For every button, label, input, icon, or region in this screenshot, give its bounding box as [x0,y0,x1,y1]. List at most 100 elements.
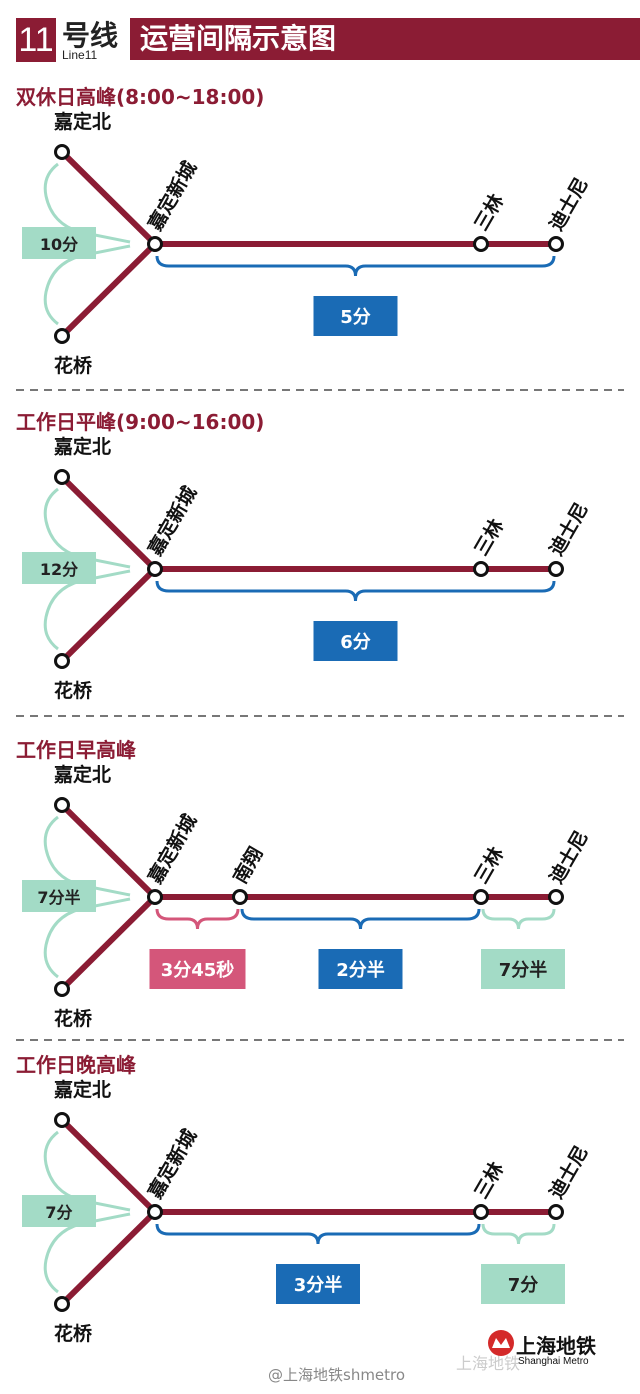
branch-top-station-marker [54,797,70,813]
branch-bottom-station-label: 花桥 [54,1007,93,1030]
branch-top-station-label: 嘉定北 [53,435,111,458]
branch-bottom-station-label: 花桥 [54,354,93,377]
branch-line-top [59,802,158,900]
branch-interval-box [22,880,96,912]
line-en-label: Line11 [62,48,98,62]
interval-label: 7分 [508,1275,539,1296]
branch-bottom-station-marker [54,1296,70,1312]
watermark: 上海地铁 [456,1354,521,1373]
interval-label: 2分半 [336,959,385,981]
branch-brace-bottom [43,897,131,979]
interval-box [313,621,398,661]
interval-brace [155,580,556,602]
branch-interval-label: 10分 [40,235,78,254]
section-title: 工作日平峰(9:00~16:00) [16,410,264,434]
interval-brace [240,908,481,930]
branch-brace-top [43,815,131,897]
station-label: 嘉定新城 [143,482,201,560]
station-marker [548,236,564,252]
branch-interval-label: 7分 [45,1203,72,1222]
branch-line-top [59,474,158,572]
branch-interval-box [22,552,96,584]
shanghai-metro-logo-icon [488,1330,514,1356]
station-label: 迪士尼 [545,174,593,234]
section-title: 工作日早高峰 [16,738,136,762]
interval-brace [155,255,556,277]
interval-box [481,1264,565,1304]
station-label: 嘉定新城 [143,1125,201,1203]
logo-text-cn: 上海地铁 [516,1334,596,1358]
station-marker [473,561,489,577]
section-title: 工作日晚高峰 [16,1053,136,1077]
interval-label: 5分 [340,307,371,328]
branch-top-station-label: 嘉定北 [53,1078,111,1101]
branch-bottom-station-label: 花桥 [54,679,93,702]
station-marker [232,889,248,905]
branch-line-bottom [59,894,158,992]
branch-top-station-label: 嘉定北 [53,110,111,133]
branch-interval-label: 12分 [40,560,78,579]
interval-brace [155,1223,481,1245]
station-label: 嘉定新城 [143,810,201,888]
interval-brace [481,1223,556,1245]
station-label: 三林 [469,843,508,887]
branch-top-station-marker [54,144,70,160]
station-label: 迪士尼 [545,827,593,887]
branch-line-bottom [59,566,158,664]
branch-brace-top [43,162,131,244]
interval-box [313,296,398,336]
station-marker [473,889,489,905]
interval-box [276,1264,360,1304]
branch-brace-top [43,487,131,569]
branch-line-top [59,149,158,247]
branch-line-top [59,1117,158,1215]
line-label: 号线 [62,19,119,52]
branch-interval-box [22,227,96,259]
section-title: 双休日高峰(8:00~18:00) [16,85,264,109]
interval-brace [155,908,240,930]
branch-brace-top [43,1130,131,1212]
station-marker [147,561,163,577]
interval-label: 3分45秒 [161,959,235,981]
branch-interval-label: 7分半 [37,888,80,907]
interval-label: 3分半 [294,1274,343,1296]
interval-box [149,949,246,989]
station-marker [147,236,163,252]
interval-label: 7分半 [499,959,548,981]
logo-text-en: Shanghai Metro [518,1356,589,1367]
station-marker [473,1204,489,1220]
station-marker [147,1204,163,1220]
station-marker [548,1204,564,1220]
branch-top-station-marker [54,469,70,485]
interval-brace [481,908,556,930]
interval-box [481,949,565,989]
station-label: 三林 [469,1158,508,1202]
page-title: 运营间隔示意图 [130,18,640,60]
branch-brace-bottom [43,569,131,651]
station-marker [473,236,489,252]
station-marker [548,561,564,577]
station-label: 南翔 [228,843,267,887]
station-label: 三林 [469,515,508,559]
branch-line-bottom [59,241,158,339]
branch-bottom-station-marker [54,981,70,997]
branch-brace-bottom [43,244,131,326]
station-label: 嘉定新城 [143,157,201,235]
branch-line-bottom [59,1209,158,1307]
interval-box [318,949,403,989]
station-marker [147,889,163,905]
interval-label: 6分 [340,632,371,653]
branch-bottom-station-label: 花桥 [54,1322,93,1345]
weibo-handle: @上海地铁shmetro [268,1366,406,1384]
line-number-badge: 11 [16,18,56,62]
branch-brace-bottom [43,1212,131,1294]
branch-bottom-station-marker [54,328,70,344]
station-marker [548,889,564,905]
branch-interval-box [22,1195,96,1227]
branch-bottom-station-marker [54,653,70,669]
station-label: 迪士尼 [545,499,593,559]
station-label: 三林 [469,190,508,234]
branch-top-station-marker [54,1112,70,1128]
branch-top-station-label: 嘉定北 [53,763,111,786]
